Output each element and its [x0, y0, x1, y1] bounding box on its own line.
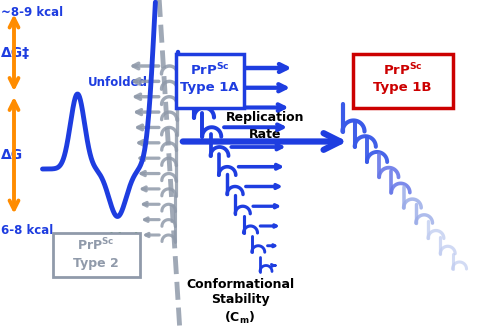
FancyBboxPatch shape	[176, 54, 244, 108]
Text: (C$_\mathregular{m}$): (C$_\mathregular{m}$)	[224, 310, 256, 326]
Text: Type 2: Type 2	[74, 258, 119, 270]
Text: PrP$^\mathregular{Sc}$: PrP$^\mathregular{Sc}$	[382, 62, 422, 78]
Text: ~8-9 kcal: ~8-9 kcal	[1, 7, 63, 19]
Text: C: C	[126, 256, 132, 265]
Text: ΔG: ΔG	[1, 148, 23, 162]
Text: ΔG‡: ΔG‡	[1, 46, 30, 60]
Text: Unfolded: Unfolded	[88, 76, 148, 89]
FancyBboxPatch shape	[52, 233, 140, 276]
Text: PrP$^\mathregular{Sc}$: PrP$^\mathregular{Sc}$	[78, 237, 115, 253]
Text: Folded: Folded	[96, 233, 140, 245]
Text: PrP: PrP	[101, 257, 124, 269]
Text: 6-8 kcal: 6-8 kcal	[1, 224, 53, 237]
FancyBboxPatch shape	[352, 54, 452, 108]
Text: Type 1B: Type 1B	[374, 82, 432, 94]
Text: Rate: Rate	[249, 129, 281, 141]
Text: Type 1A: Type 1A	[180, 82, 239, 94]
Text: Replication: Replication	[226, 112, 304, 124]
Text: Conformational: Conformational	[186, 277, 294, 291]
Text: Stability: Stability	[210, 293, 270, 307]
Text: PrP$^\mathregular{Sc}$: PrP$^\mathregular{Sc}$	[190, 62, 230, 78]
